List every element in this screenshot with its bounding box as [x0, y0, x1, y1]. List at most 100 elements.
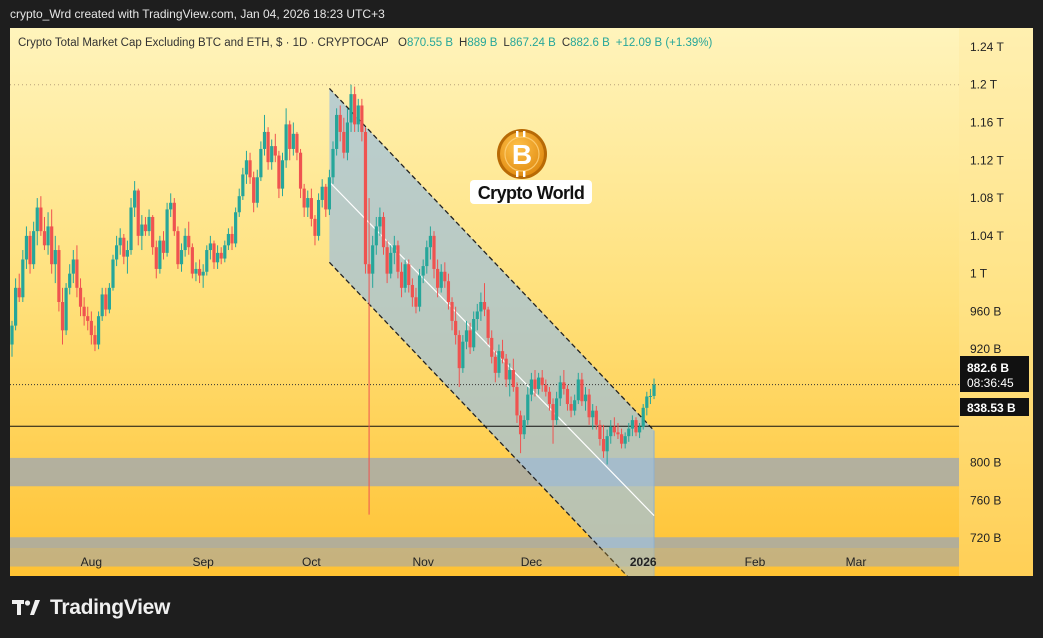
candle-body	[637, 426, 642, 433]
candle-2025-08-26	[179, 243, 184, 272]
candle-body	[562, 382, 566, 389]
candle-2025-10-27	[403, 259, 407, 293]
candle-2025-12-04	[540, 370, 544, 392]
candle-body	[526, 394, 530, 421]
candle-body	[389, 252, 393, 274]
candle-2025-12-29	[630, 415, 634, 437]
candle-2025-09-16	[255, 169, 259, 208]
price-axis-background	[959, 28, 1033, 576]
candle-2025-10-06	[327, 169, 332, 216]
price-tick-label: 800 B	[970, 456, 1001, 470]
candle-2025-11-07	[443, 262, 447, 288]
candle-2025-08-17	[147, 209, 151, 236]
candle-body	[360, 105, 364, 132]
candle-body	[241, 174, 245, 197]
candle-body	[436, 268, 440, 288]
candle-2025-09-12	[241, 167, 245, 200]
price-axis[interactable]: 1.24 T 1.2 T 1.16 T 1.12 T 1.08 T 1.04 T 1 T 96…	[970, 40, 1004, 545]
candle-2025-11-28	[518, 410, 523, 454]
candle-body	[89, 320, 93, 336]
price-tick-label: 1.16 T	[970, 115, 1004, 129]
candle-2025-08-13	[133, 181, 137, 217]
candle-2025-08-21	[161, 231, 166, 260]
candle-body	[551, 404, 555, 421]
candle-2025-11-12	[461, 335, 465, 373]
candle-body	[187, 235, 191, 248]
candle-2025-11-19	[486, 306, 490, 345]
candle-body	[309, 198, 313, 219]
candle-2025-08-01	[89, 311, 93, 345]
chart-frame[interactable]: Crypto Total Market Cap Excluding BTC an…	[10, 28, 1033, 605]
time-axis[interactable]: Aug Sep Oct Nov Dec 2026 Feb Mar	[81, 555, 867, 569]
candle-2025-10-12	[349, 84, 353, 132]
candle-body	[291, 133, 295, 149]
candle-2026-01-04	[652, 378, 656, 400]
candle-2025-08-09	[118, 228, 122, 255]
candle-2025-09-21	[273, 133, 277, 163]
candle-body	[64, 287, 68, 331]
candle-body	[28, 235, 32, 265]
candle-body	[60, 302, 65, 331]
candle-2025-10-16	[363, 127, 368, 274]
candle-2025-12-10	[562, 370, 566, 395]
candle-2025-07-17	[35, 198, 39, 246]
candle-body	[208, 243, 212, 251]
candle-body	[32, 231, 36, 265]
candle-body	[223, 245, 227, 259]
candle-body	[42, 231, 47, 246]
price-tick-label: 920 B	[970, 342, 1001, 356]
candle-2025-11-25	[508, 363, 512, 397]
candle-body	[143, 224, 148, 232]
candle-2025-09-29	[302, 183, 306, 217]
candle-2025-07-16	[32, 221, 36, 269]
candle-2025-08-02	[93, 325, 97, 352]
legend-symbol: Crypto Total Market Cap Excluding BTC an…	[18, 37, 389, 49]
candle-body	[327, 177, 332, 210]
price-chart[interactable]: Crypto Total Market Cap Excluding BTC an…	[10, 28, 1033, 605]
candle-body	[565, 388, 570, 405]
candle-2025-11-22	[497, 344, 501, 378]
candle-body	[298, 152, 303, 189]
candle-body	[35, 207, 39, 232]
candle-2025-07-27	[71, 250, 75, 284]
candle-2025-11-13	[464, 320, 469, 350]
candle-2025-12-30	[634, 417, 638, 437]
candle-body	[587, 394, 591, 418]
candle-body	[107, 287, 111, 310]
candle-2025-12-31	[637, 422, 642, 439]
candle-body	[399, 271, 404, 288]
candle-2025-07-31	[86, 306, 90, 331]
candle-2025-11-15	[472, 311, 476, 352]
candle-2025-09-27	[295, 131, 299, 161]
candle-body	[78, 287, 83, 307]
last-price-tag-background	[960, 356, 1029, 392]
time-tick-label: Mar	[846, 555, 867, 569]
attribution-text: crypto_Wrd created with TradingView.com,…	[10, 7, 385, 21]
candle-2025-09-11	[237, 188, 241, 217]
candle-2025-12-11	[565, 385, 570, 411]
candle-2025-10-24	[392, 235, 396, 265]
candle-body	[363, 131, 368, 265]
candle-2025-07-28	[75, 245, 79, 298]
candle-body	[381, 216, 386, 248]
candle-2025-10-04	[320, 179, 324, 208]
candle-body	[428, 235, 432, 248]
candle-body	[446, 281, 451, 302]
candle-2025-08-23	[169, 193, 173, 217]
candle-2025-12-05	[544, 379, 548, 397]
candle-body	[161, 240, 166, 253]
time-tick-label: Oct	[302, 555, 321, 569]
svg-text:B: B	[512, 139, 532, 170]
candle-body	[212, 243, 216, 263]
candle-2025-08-10	[122, 233, 126, 265]
candle-body	[555, 398, 559, 421]
candle-body	[226, 233, 231, 246]
candle-2025-09-19	[266, 127, 270, 170]
legend-close-value: 882.6 B	[570, 37, 610, 49]
candle-2025-11-01	[421, 259, 425, 284]
candle-2025-10-14	[356, 98, 360, 132]
crypto-world-logo: B Crypto World	[470, 129, 592, 204]
candle-body	[118, 237, 122, 246]
attribution-bar: crypto_Wrd created with TradingView.com,…	[0, 0, 1043, 28]
candle-body	[165, 209, 169, 253]
